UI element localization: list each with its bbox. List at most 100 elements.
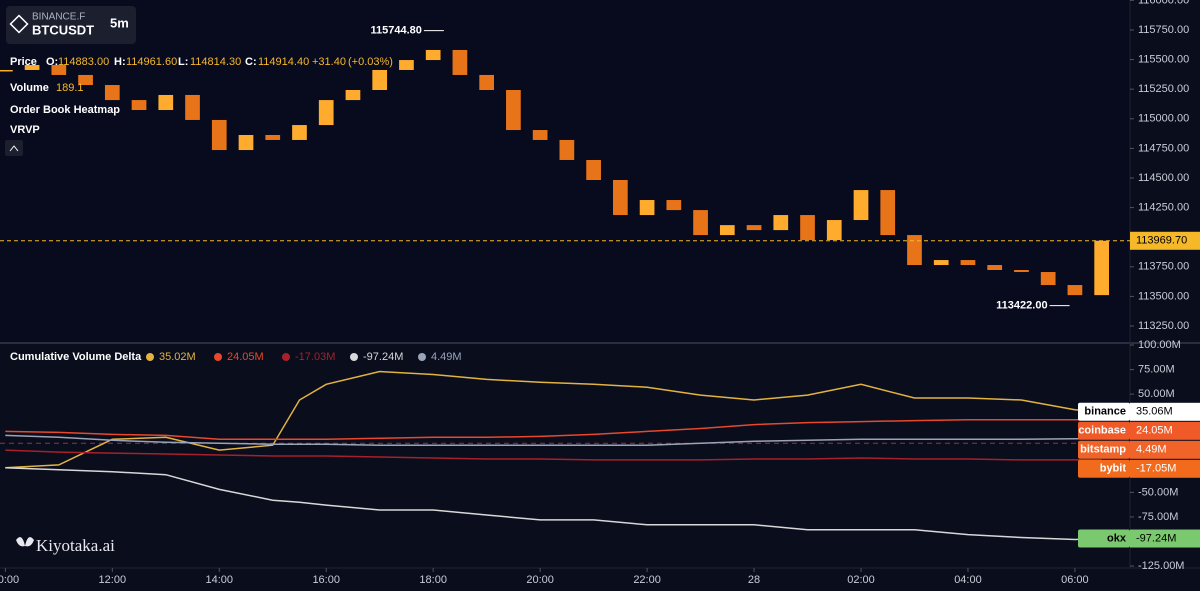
low-label: 113422.00 xyxy=(996,300,1047,312)
candle-body xyxy=(1040,272,1056,286)
y-tick-label: -75.00M xyxy=(1138,511,1178,523)
candle-body xyxy=(800,215,815,241)
candle-body xyxy=(987,265,1003,270)
candle-body xyxy=(639,200,655,216)
change-pct: (+0.03%) xyxy=(348,56,393,68)
collapse-icon xyxy=(9,145,19,152)
candle-body xyxy=(826,220,842,241)
l-value: 114814.30 xyxy=(190,56,241,68)
series-tag-name: okx xyxy=(1107,532,1127,544)
candle-body xyxy=(1014,270,1029,273)
x-tick-label: 20:00 xyxy=(526,574,554,586)
candle-body xyxy=(78,74,93,86)
symbol: BTCUSDT xyxy=(32,22,94,37)
series-value-label: 4.49M xyxy=(1136,444,1167,456)
change: +31.40 xyxy=(312,56,346,68)
candle-body xyxy=(506,90,521,131)
series-value-box xyxy=(1130,440,1200,459)
legend-price: Price xyxy=(10,56,37,68)
series-value-label: 24.05M xyxy=(1136,425,1173,437)
y-tick-label: 115500.00 xyxy=(1138,53,1189,65)
y-tick-label: 114250.00 xyxy=(1138,201,1189,213)
legend-value: 35.02M xyxy=(159,351,196,363)
legend-icon xyxy=(146,353,154,361)
candle-body xyxy=(0,69,13,72)
series-value-box xyxy=(1130,459,1200,478)
candle-body xyxy=(1067,285,1083,296)
exchange: BINANCE.F xyxy=(32,12,85,23)
cvd-line xyxy=(5,434,1102,446)
series-tag-box xyxy=(1078,459,1130,478)
x-tick-label: 04:00 xyxy=(954,574,982,586)
x-tick-label: 06:00 xyxy=(1061,574,1089,586)
y-tick-label: 116000.00 xyxy=(1138,0,1189,6)
series-tag-box xyxy=(1078,421,1130,440)
candle-body xyxy=(907,235,922,266)
y-tick-label: 100.00M xyxy=(1138,339,1181,351)
candle-body xyxy=(719,225,735,236)
candle-body xyxy=(238,135,254,151)
interval[interactable]: 5m xyxy=(110,15,129,30)
candle-body xyxy=(532,130,548,140)
y-tick-label: 113750.00 xyxy=(1138,261,1189,273)
series-tag-name: bitstamp xyxy=(1080,444,1126,456)
c-value: 114914.40 xyxy=(258,56,309,68)
legend-value: 24.05M xyxy=(227,351,264,363)
candle-body xyxy=(933,260,949,266)
x-tick-label: 22:00 xyxy=(633,574,661,586)
x-tick-label: 14:00 xyxy=(205,574,233,586)
o-value: 114883.00 xyxy=(58,56,109,68)
legend-value: 4.49M xyxy=(431,351,462,363)
legend-vrvp: VRVP xyxy=(10,124,40,136)
legend-value: -97.24M xyxy=(363,351,403,363)
candle-body xyxy=(746,225,762,231)
candle-body xyxy=(452,49,468,75)
last-price-label: 113969.70 xyxy=(1136,235,1187,247)
c-label: C: xyxy=(245,56,257,68)
candle-body xyxy=(666,200,682,211)
candle-body xyxy=(399,60,414,70)
exchange-icon xyxy=(9,14,29,34)
candle-body xyxy=(292,125,307,140)
watermark: Kiyotaka.ai xyxy=(36,536,115,555)
legend-icon xyxy=(350,353,358,361)
candle-body xyxy=(24,65,40,70)
y-tick-label: 75.00M xyxy=(1138,363,1175,375)
cvd-line xyxy=(5,467,1102,541)
x-tick-label: 02:00 xyxy=(847,574,875,586)
collapse-button[interactable] xyxy=(5,140,23,156)
candle-body xyxy=(211,119,227,151)
candle-body xyxy=(880,190,896,236)
y-tick-label: 114750.00 xyxy=(1138,142,1189,154)
x-tick-label: 28 xyxy=(748,574,760,586)
legend-value: -17.03M xyxy=(295,351,335,363)
y-tick-label: 115000.00 xyxy=(1138,113,1189,125)
candle-body xyxy=(773,215,789,231)
y-tick-label: 114500.00 xyxy=(1138,172,1189,184)
candle-body xyxy=(104,85,120,101)
y-tick-label: 115750.00 xyxy=(1138,24,1189,36)
y-tick-label: 113500.00 xyxy=(1138,290,1189,302)
x-tick-label: 18:00 xyxy=(419,574,447,586)
series-value-box xyxy=(1130,529,1200,548)
series-value-label: -17.05M xyxy=(1136,463,1176,475)
candle-body xyxy=(158,94,174,111)
volume-value: 189.1 xyxy=(56,82,84,94)
candle-body xyxy=(586,159,601,180)
legend-volume: Volume xyxy=(10,82,49,94)
legend-icon xyxy=(214,353,222,361)
series-tag-name: bybit xyxy=(1100,463,1127,475)
series-tag-box xyxy=(1078,440,1130,459)
series-value-box xyxy=(1130,402,1200,421)
l-label: L: xyxy=(178,56,188,68)
candle-body xyxy=(960,260,976,266)
series-tag-box xyxy=(1078,402,1130,421)
legend-heatmap: Order Book Heatmap xyxy=(10,104,120,116)
x-tick-label: 10:00 xyxy=(0,574,19,586)
cvd-line xyxy=(5,418,1102,441)
series-value-label: 35.06M xyxy=(1136,406,1173,418)
cvd-title: Cumulative Volume Delta xyxy=(10,351,142,363)
candle-body xyxy=(853,190,869,221)
x-tick-label: 12:00 xyxy=(99,574,127,586)
